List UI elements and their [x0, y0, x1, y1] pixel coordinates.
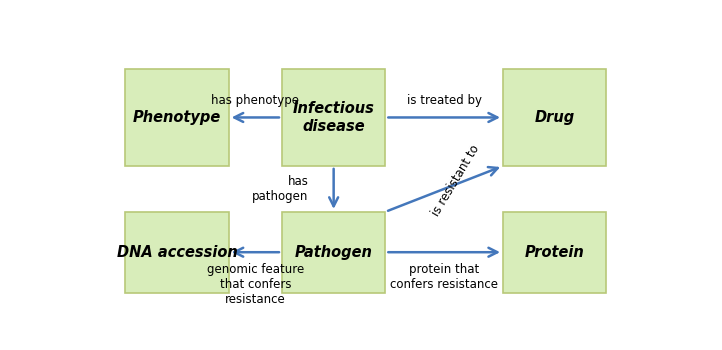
- FancyBboxPatch shape: [125, 69, 229, 166]
- FancyBboxPatch shape: [503, 69, 606, 166]
- Text: has
pathogen: has pathogen: [252, 175, 308, 203]
- Text: protein that
confers resistance: protein that confers resistance: [390, 263, 498, 291]
- FancyBboxPatch shape: [282, 69, 386, 166]
- Text: Protein: Protein: [525, 245, 585, 260]
- Text: is resistant to: is resistant to: [429, 142, 482, 218]
- Text: Drug: Drug: [534, 110, 575, 125]
- Text: has phenotype: has phenotype: [212, 94, 300, 107]
- FancyBboxPatch shape: [503, 212, 606, 293]
- Text: genomic feature
that confers
resistance: genomic feature that confers resistance: [206, 263, 304, 306]
- Text: DNA accession: DNA accession: [117, 245, 238, 260]
- FancyBboxPatch shape: [282, 212, 386, 293]
- Text: Pathogen: Pathogen: [295, 245, 373, 260]
- Text: is treated by: is treated by: [406, 94, 482, 107]
- Text: Infectious
disease: Infectious disease: [292, 101, 375, 134]
- FancyBboxPatch shape: [125, 212, 229, 293]
- Text: Phenotype: Phenotype: [133, 110, 221, 125]
